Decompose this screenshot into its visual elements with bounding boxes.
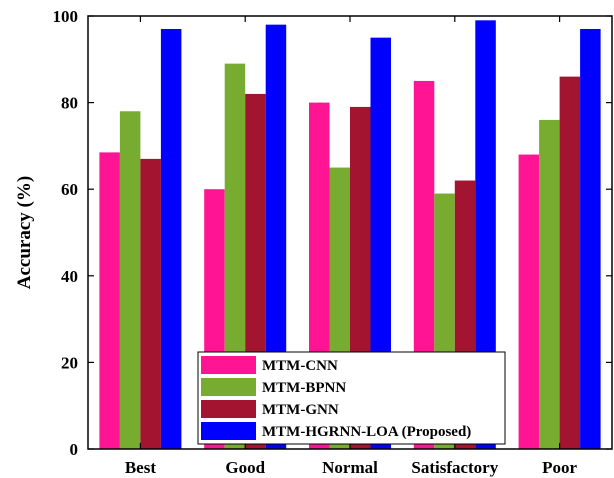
- y-tick-label: 60: [61, 180, 78, 199]
- bar-good-series-4: [265, 24, 287, 449]
- legend-swatch-4: [201, 422, 256, 440]
- y-axis-label: Accuracy (%): [14, 176, 35, 289]
- bar-best-series-4: [160, 28, 182, 450]
- bar-poor-series-4: [580, 28, 601, 450]
- y-tick-label: 0: [70, 440, 79, 459]
- bar-best-series-2: [119, 111, 141, 449]
- x-tick-label-normal: Normal: [322, 458, 378, 477]
- x-tick-label-good: Good: [225, 458, 265, 477]
- legend-label-1: MTM-CNN: [262, 358, 338, 374]
- y-tick-label: 20: [61, 353, 78, 372]
- bar-best-series-3: [140, 158, 161, 449]
- legend-swatch-3: [201, 400, 256, 418]
- x-axis: Best Good Normal Satisfactory Poor: [125, 16, 578, 477]
- x-tick-label-satisfactory: Satisfactory: [411, 458, 498, 477]
- y-tick-label: 40: [61, 267, 78, 286]
- x-tick-label-poor: Poor: [542, 458, 577, 477]
- y-axis: 0 20 40 60 80 100: [53, 7, 612, 459]
- bar-normal-series-4: [370, 37, 391, 450]
- x-tick-label-best: Best: [125, 458, 157, 477]
- legend-label-2: MTM-BPNN: [262, 380, 346, 396]
- legend: MTM-CNN MTM-BPNN MTM-GNN MTM-HGRNN-LOA (Pro…: [197, 351, 506, 445]
- bar-poor-series-2: [539, 119, 560, 450]
- legend-label-3: MTM-GNN: [262, 402, 339, 418]
- bar-satisfactory-series-4: [475, 20, 496, 450]
- bar-poor-series-1: [518, 154, 540, 449]
- y-tick-label: 100: [53, 7, 79, 26]
- legend-swatch-1: [201, 356, 256, 374]
- y-tick-label: 80: [61, 94, 78, 113]
- bar-poor-series-3: [559, 76, 581, 450]
- legend-swatch-2: [201, 378, 256, 396]
- legend-label-4: MTM-HGRNN-LOA (Proposed): [262, 424, 471, 440]
- bar-best-series-1: [99, 152, 120, 449]
